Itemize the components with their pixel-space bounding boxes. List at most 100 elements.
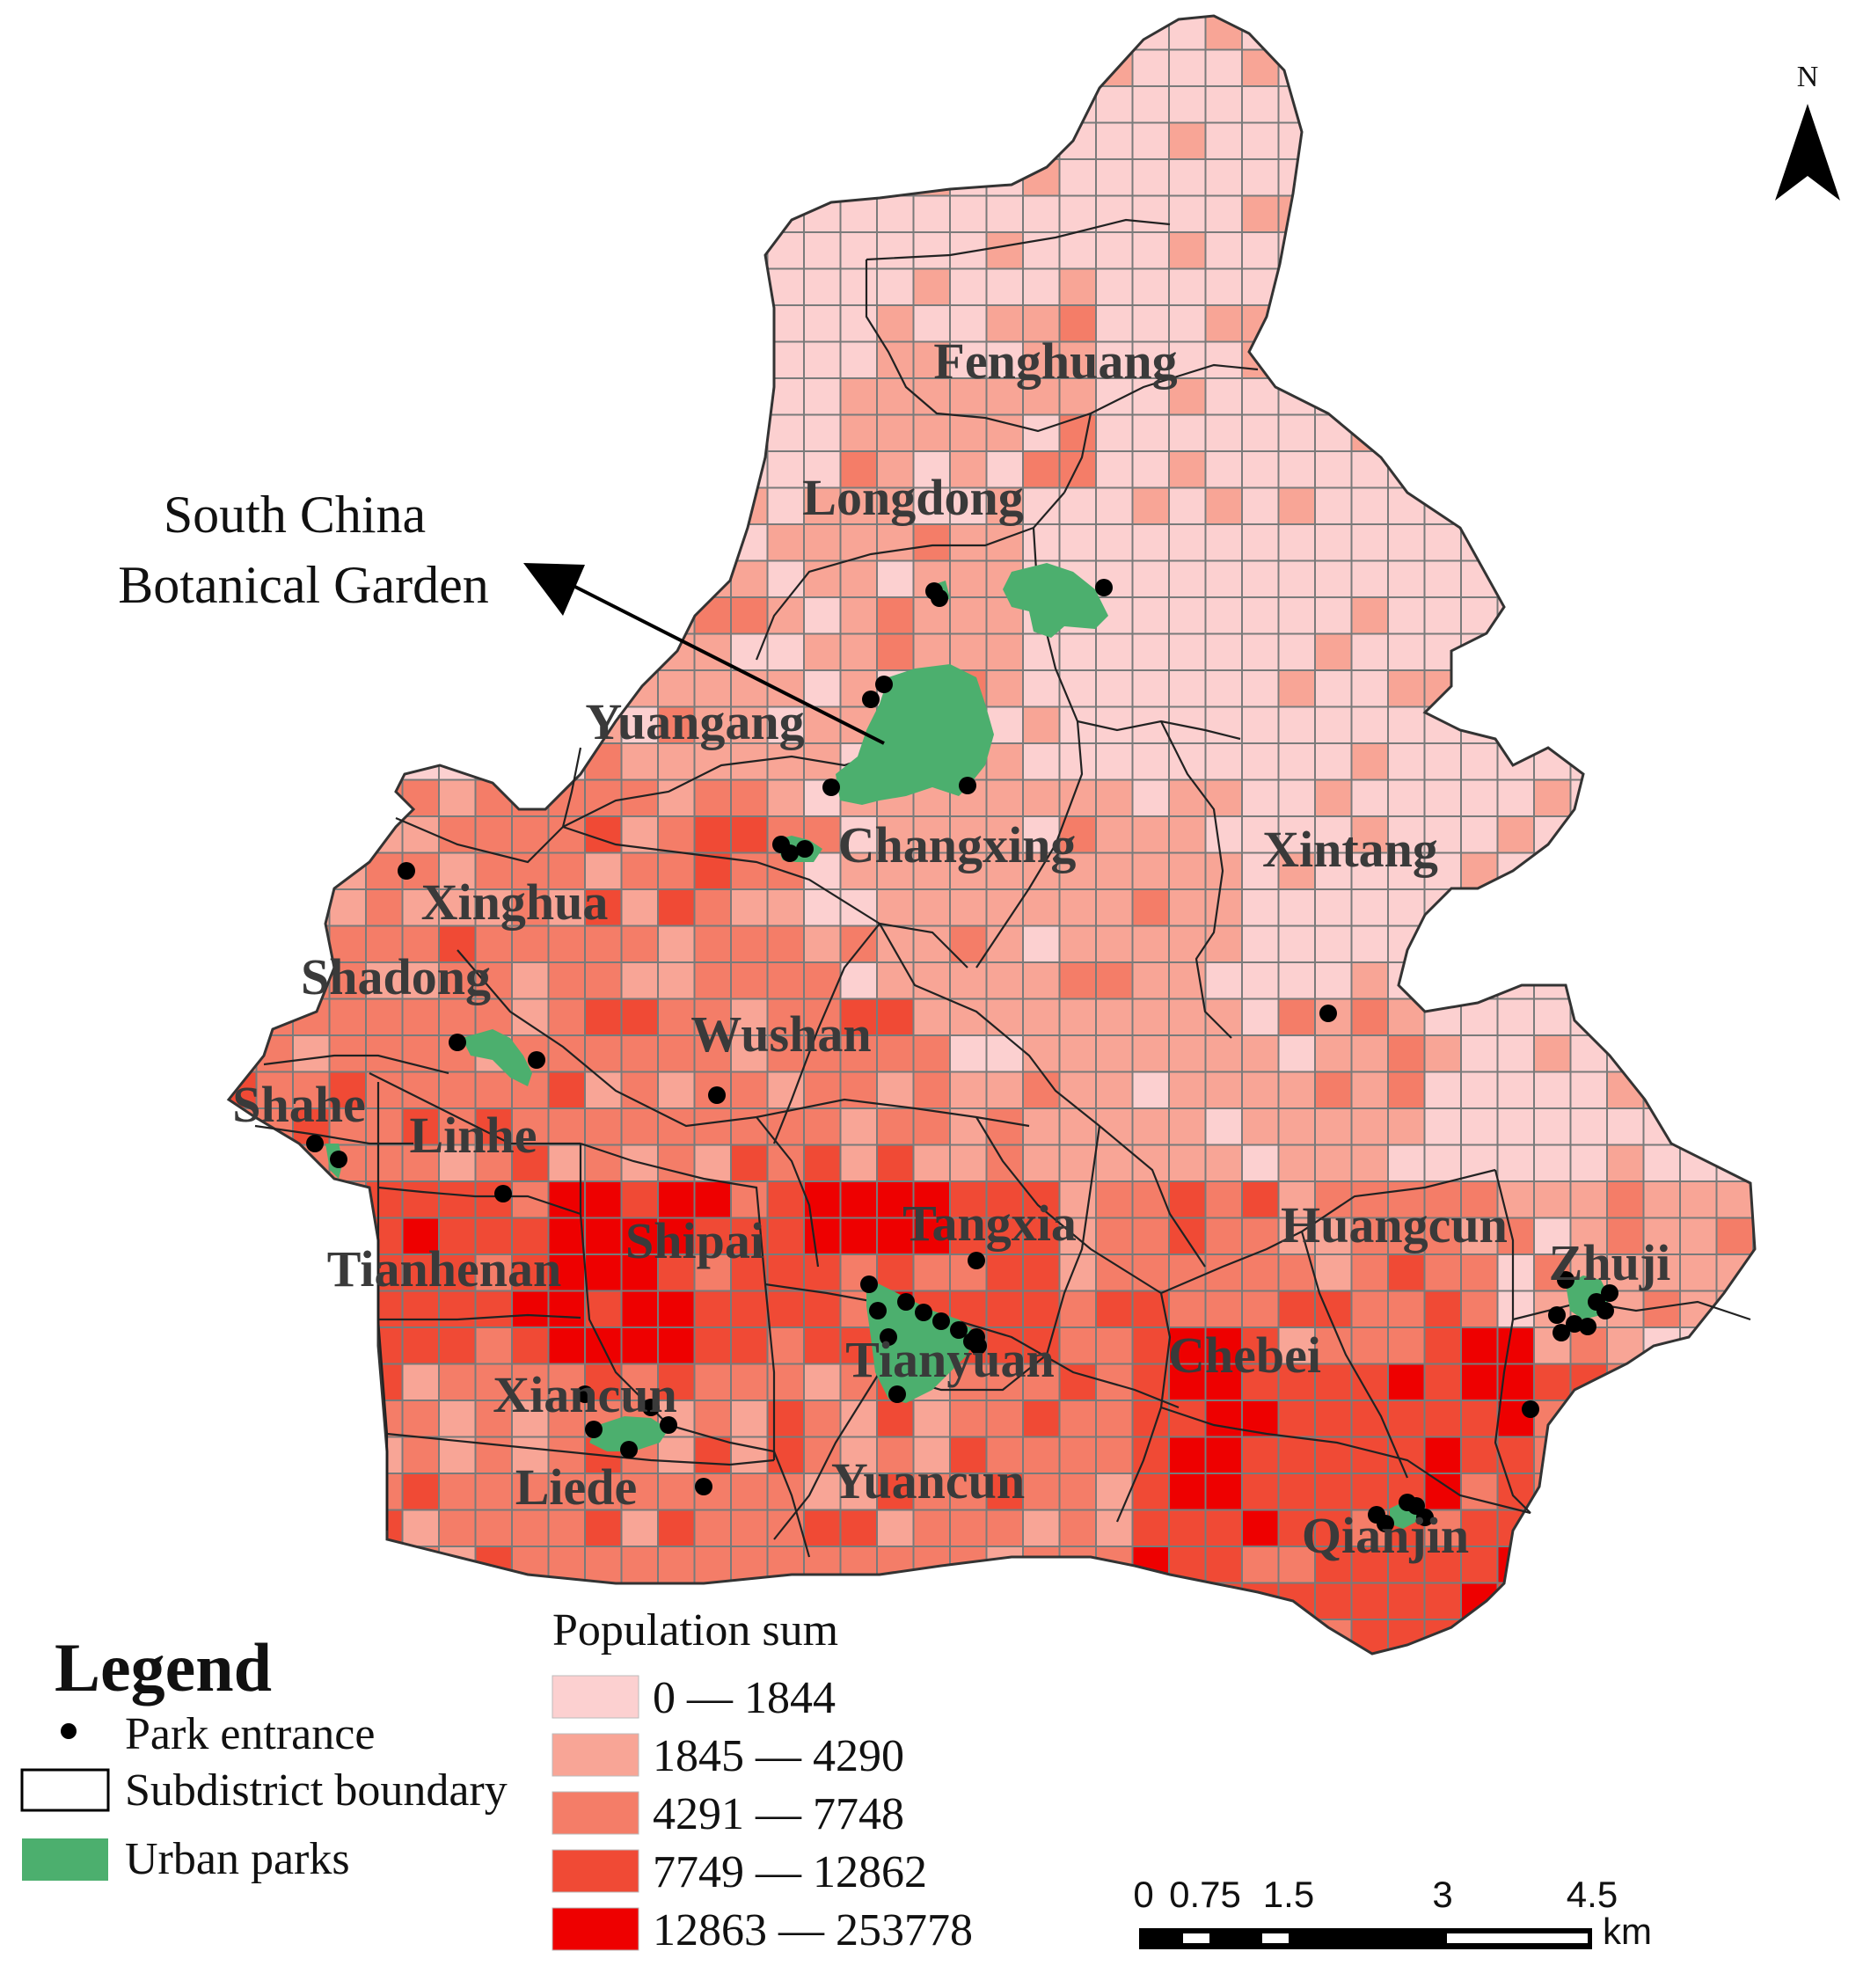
population-cell — [1716, 268, 1753, 305]
population-cell — [1315, 414, 1352, 451]
population-cell — [658, 816, 695, 853]
population-cell — [986, 998, 1023, 1035]
population-cell — [913, 414, 950, 451]
population-cell — [1132, 743, 1169, 780]
population-cell — [475, 1582, 512, 1619]
subdistrict-label: Liede — [515, 1458, 638, 1516]
population-cell — [1315, 487, 1352, 524]
population-cell — [1461, 195, 1498, 232]
population-cell — [767, 1400, 804, 1437]
population-cell — [1132, 962, 1169, 999]
population-cell — [731, 159, 768, 196]
population-cell — [1643, 16, 1680, 50]
population-cell — [585, 1217, 622, 1254]
population-cell — [1388, 852, 1425, 889]
population-cell — [1607, 1436, 1644, 1473]
population-cell — [293, 341, 330, 378]
population-cell — [621, 195, 658, 232]
population-cell — [1278, 16, 1315, 50]
population-cell — [1790, 816, 1827, 853]
population-cell — [950, 195, 987, 232]
population-cell — [1278, 1619, 1315, 1654]
population-cell — [512, 195, 549, 232]
population-cell — [548, 1327, 585, 1364]
population-cell — [1534, 1035, 1571, 1072]
population-cell — [1278, 597, 1315, 634]
population-cell — [229, 1035, 257, 1072]
scale-tick-label: 0.75 — [1169, 1874, 1241, 1915]
population-cell — [913, 305, 950, 342]
population-cell — [293, 232, 330, 269]
population-cell — [329, 16, 366, 50]
population-cell — [475, 633, 512, 670]
population-cell — [548, 451, 585, 488]
population-cell — [475, 1108, 512, 1145]
population-cell — [1643, 86, 1680, 123]
population-cell — [1315, 341, 1352, 378]
population-cell — [1278, 268, 1315, 305]
population-cell — [256, 451, 293, 488]
population-cell — [366, 706, 403, 743]
population-cell — [1169, 1509, 1206, 1546]
population-cell — [731, 1181, 768, 1218]
population-cell — [877, 1181, 914, 1218]
population-cell — [1242, 1363, 1279, 1400]
population-cell — [986, 1436, 1023, 1473]
population-cell — [1023, 1144, 1060, 1181]
population-cell — [1534, 852, 1571, 889]
population-cell — [1023, 1400, 1060, 1437]
park-entrance-dot — [862, 691, 880, 708]
population-cell — [402, 1509, 439, 1546]
population-class-label: 12863 — 253778 — [653, 1905, 973, 1955]
population-cell — [585, 998, 622, 1035]
population-cell — [1570, 1181, 1607, 1218]
population-cell — [1059, 1363, 1096, 1400]
population-cell — [1643, 1144, 1680, 1181]
population-cell — [1424, 268, 1461, 305]
population-cell — [767, 49, 804, 86]
population-cell — [1205, 305, 1242, 342]
population-cell — [877, 1436, 914, 1473]
population-cell — [329, 852, 366, 889]
population-cell — [950, 341, 987, 378]
population-cell — [1059, 122, 1096, 159]
population-cell — [1643, 1181, 1680, 1218]
population-cell — [366, 1546, 403, 1583]
population-cell — [1680, 1108, 1717, 1145]
park-entrance-dot — [969, 1337, 987, 1355]
population-cell — [1534, 414, 1571, 451]
population-cell — [1716, 1619, 1753, 1654]
population-cell — [1315, 779, 1352, 816]
population-cell — [402, 341, 439, 378]
population-cell — [1424, 1217, 1461, 1254]
population-cell — [804, 86, 841, 123]
population-cell — [767, 1181, 804, 1218]
population-cell — [1278, 889, 1315, 926]
population-cell — [950, 560, 987, 597]
population-cell — [1315, 195, 1352, 232]
population-cell — [585, 122, 622, 159]
population-cell — [1351, 633, 1388, 670]
population-cell — [512, 1217, 549, 1254]
population-cell — [585, 779, 622, 816]
population-cell — [913, 1582, 950, 1619]
population-cell — [512, 451, 549, 488]
population-cell — [1023, 451, 1060, 488]
subdistrict-label: Tianhenan — [327, 1240, 562, 1297]
population-cell — [1205, 86, 1242, 123]
population-cell — [913, 268, 950, 305]
population-cell — [1753, 1181, 1755, 1218]
population-class-label: 0 — 1844 — [653, 1673, 836, 1723]
population-cell — [1278, 1473, 1315, 1510]
population-cell — [621, 122, 658, 159]
population-cell — [1570, 268, 1607, 305]
population-cell — [1607, 670, 1644, 707]
population-cell — [986, 779, 1023, 816]
population-cell — [229, 49, 257, 86]
population-cell — [950, 451, 987, 488]
population-cell — [366, 1473, 403, 1510]
population-cell — [229, 743, 257, 780]
population-cell — [840, 1509, 877, 1546]
population-cell — [1534, 16, 1571, 50]
population-cell — [256, 925, 293, 962]
